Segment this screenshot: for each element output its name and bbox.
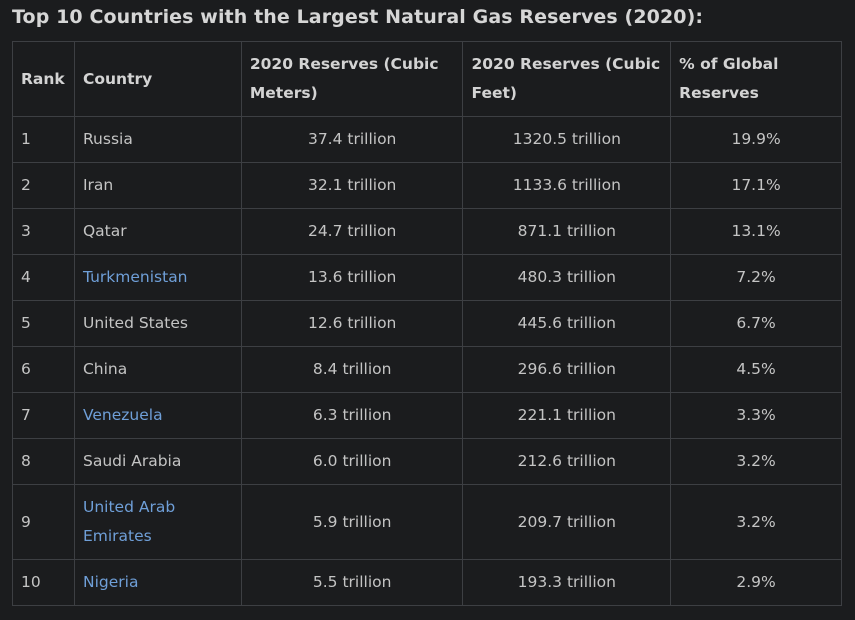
- country-link-turkmenistan[interactable]: Turkmenistan: [82, 268, 188, 286]
- global-share-cell: 7.2%: [670, 254, 842, 301]
- header-global-share: % of Global Reserves: [670, 41, 842, 117]
- table-row: 10 Nigeria 5.5 trillion 193.3 trillion 2…: [12, 559, 842, 606]
- global-share-cell: 13.1%: [670, 208, 842, 255]
- rank-cell: 4: [12, 254, 75, 301]
- country-cell: Venezuela: [73, 392, 242, 439]
- reserves-m3-cell: 37.4 trillion: [240, 116, 464, 163]
- rank-cell: 6: [12, 346, 75, 393]
- rank-cell: 7: [12, 392, 75, 439]
- table-row: 1 Russia 37.4 trillion 1320.5 trillion 1…: [12, 116, 842, 163]
- rank-cell: 5: [12, 300, 75, 347]
- reserves-m3-cell: 32.1 trillion: [240, 162, 464, 209]
- reserves-ft3-cell: 193.3 trillion: [462, 559, 672, 606]
- country-link-united-arab-emirates[interactable]: United Arab Emirates: [82, 498, 176, 545]
- country-cell: China: [73, 346, 242, 393]
- country-cell: Russia: [73, 116, 242, 163]
- table-row: 7 Venezuela 6.3 trillion 221.1 trillion …: [12, 392, 842, 439]
- reserves-ft3-cell: 480.3 trillion: [462, 254, 672, 301]
- reserves-ft3-cell: 1320.5 trillion: [462, 116, 672, 163]
- global-share-cell: 19.9%: [670, 116, 842, 163]
- table-row: 2 Iran 32.1 trillion 1133.6 trillion 17.…: [12, 162, 842, 209]
- table-row: 3 Qatar 24.7 trillion 871.1 trillion 13.…: [12, 208, 842, 255]
- reserves-m3-cell: 6.3 trillion: [240, 392, 464, 439]
- rank-cell: 9: [12, 484, 75, 560]
- table-row: 8 Saudi Arabia 6.0 trillion 212.6 trilli…: [12, 438, 842, 485]
- country-cell: Saudi Arabia: [73, 438, 242, 485]
- table-row: 5 United States 12.6 trillion 445.6 tril…: [12, 300, 842, 347]
- page-title: Top 10 Countries with the Largest Natura…: [12, 6, 704, 28]
- table-header-row: Rank Country 2020 Reserves (Cubic Meters…: [12, 41, 842, 117]
- reserves-m3-cell: 8.4 trillion: [240, 346, 464, 393]
- global-share-cell: 3.2%: [670, 438, 842, 485]
- rank-cell: 2: [12, 162, 75, 209]
- reserves-ft3-cell: 871.1 trillion: [462, 208, 672, 255]
- reserves-m3-cell: 5.5 trillion: [240, 559, 464, 606]
- rank-cell: 8: [12, 438, 75, 485]
- reserves-m3-cell: 13.6 trillion: [240, 254, 464, 301]
- country-cell: United Arab Emirates: [73, 484, 242, 560]
- reserves-ft3-cell: 221.1 trillion: [462, 392, 672, 439]
- rank-cell: 3: [12, 208, 75, 255]
- reserves-ft3-cell: 445.6 trillion: [462, 300, 672, 347]
- reserves-m3-cell: 12.6 trillion: [240, 300, 464, 347]
- country-link-nigeria[interactable]: Nigeria: [82, 573, 139, 591]
- country-cell: Turkmenistan: [73, 254, 242, 301]
- reserves-ft3-cell: 209.7 trillion: [462, 484, 672, 560]
- rank-cell: 10: [12, 559, 75, 606]
- global-share-cell: 3.2%: [670, 484, 842, 560]
- rank-cell: 1: [12, 116, 75, 163]
- header-reserves-cubic-meters: 2020 Reserves (Cubic Meters): [240, 41, 464, 117]
- country-cell: Nigeria: [73, 559, 242, 606]
- table-row: 6 China 8.4 trillion 296.6 trillion 4.5%: [12, 346, 842, 393]
- country-cell: Qatar: [73, 208, 242, 255]
- table-row: 9 United Arab Emirates 5.9 trillion 209.…: [12, 484, 842, 560]
- country-cell: United States: [73, 300, 242, 347]
- global-share-cell: 6.7%: [670, 300, 842, 347]
- global-share-cell: 2.9%: [670, 559, 842, 606]
- header-country: Country: [73, 41, 242, 117]
- global-share-cell: 4.5%: [670, 346, 842, 393]
- country-link-venezuela[interactable]: Venezuela: [82, 406, 163, 424]
- reserves-m3-cell: 24.7 trillion: [240, 208, 464, 255]
- header-reserves-cubic-feet: 2020 Reserves (Cubic Feet): [462, 41, 672, 117]
- country-cell: Iran: [73, 162, 242, 209]
- header-rank: Rank: [12, 41, 75, 117]
- reserves-m3-cell: 5.9 trillion: [240, 484, 464, 560]
- table-row: 4 Turkmenistan 13.6 trillion 480.3 trill…: [12, 254, 842, 301]
- reserves-ft3-cell: 1133.6 trillion: [462, 162, 672, 209]
- reserves-m3-cell: 6.0 trillion: [240, 438, 464, 485]
- global-share-cell: 17.1%: [670, 162, 842, 209]
- global-share-cell: 3.3%: [670, 392, 842, 439]
- reserves-ft3-cell: 296.6 trillion: [462, 346, 672, 393]
- reserves-table: Rank Country 2020 Reserves (Cubic Meters…: [12, 41, 842, 606]
- reserves-ft3-cell: 212.6 trillion: [462, 438, 672, 485]
